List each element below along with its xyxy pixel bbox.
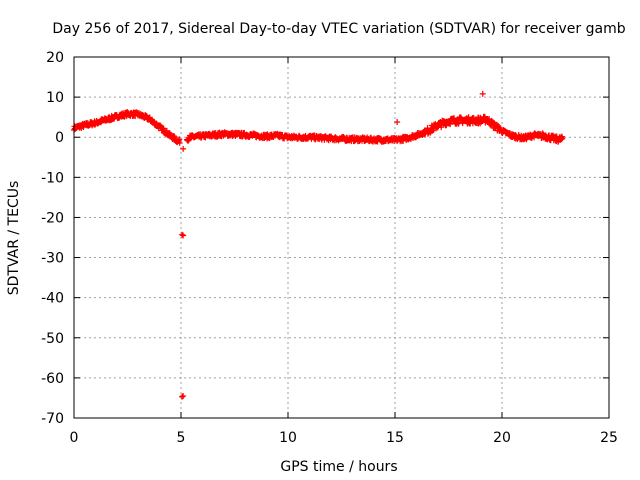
y-tick-label: -10 (41, 170, 64, 186)
y-tick-label: 20 (46, 50, 64, 66)
data-point (394, 118, 401, 125)
series-dense-points (71, 109, 566, 146)
y-tick-label: -40 (41, 291, 64, 307)
x-tick-label: 10 (279, 430, 297, 446)
x-tick-label: 5 (177, 430, 186, 446)
axes: 0 5 10 15 20 25 -70 -60 -50 -40 -30 -20 -10 0 10 20 (41, 50, 618, 446)
data-point (180, 145, 187, 152)
y-tick-label: -20 (41, 210, 64, 226)
y-tick-label: 0 (55, 130, 64, 146)
data-point (179, 393, 186, 400)
y-tick-label: -70 (41, 411, 64, 427)
y-tick-label: -50 (41, 331, 64, 347)
data-point (559, 135, 566, 142)
data-point (176, 139, 183, 146)
chart-title: Day 256 of 2017, Sidereal Day-to-day VTE… (52, 21, 625, 37)
data-series (71, 90, 566, 400)
y-tick-label: -60 (41, 371, 64, 387)
x-axis-label: GPS time / hours (280, 459, 397, 475)
y-tick-label: -30 (41, 251, 64, 267)
plot-frame (73, 56, 610, 419)
data-point (479, 90, 486, 97)
data-point (179, 231, 186, 238)
y-tick-label: 10 (46, 90, 64, 106)
grid-lines (74, 57, 609, 418)
x-tick-label: 15 (386, 430, 404, 446)
x-tick-label: 0 (70, 430, 79, 446)
series-outliers (179, 90, 486, 400)
x-tick-label: 25 (600, 430, 618, 446)
data-point (180, 232, 187, 239)
data-point (180, 392, 187, 399)
x-tick-label: 20 (493, 430, 511, 446)
y-axis-label: SDTVAR / TECUs (6, 181, 22, 296)
